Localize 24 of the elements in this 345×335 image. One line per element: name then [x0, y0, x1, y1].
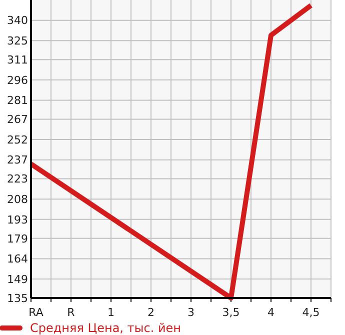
- legend-label: Средняя Цена, тыс. йен: [30, 321, 182, 335]
- x-tick-label: 4: [268, 306, 274, 319]
- y-tick-label: 296: [7, 74, 28, 87]
- x-tick-label: 4,5: [302, 306, 320, 319]
- y-tick-label: 193: [7, 213, 28, 226]
- y-tick-label: 281: [7, 94, 28, 108]
- x-tick-label: RA: [28, 306, 44, 319]
- y-tick-label: 223: [7, 172, 28, 186]
- y-tick-label: 311: [7, 53, 28, 66]
- x-tick-label: R: [67, 306, 76, 319]
- x-tick-label: 3,5: [222, 306, 240, 319]
- y-tick-label: 179: [7, 232, 28, 246]
- y-tick-label: 164: [7, 252, 28, 266]
- y-tick-label: 252: [7, 133, 28, 146]
- x-tick-label: 2: [148, 306, 154, 319]
- x-tick-label: 1: [108, 306, 114, 319]
- y-tick-label: 135: [7, 292, 28, 305]
- x-tick-label: 3: [188, 306, 194, 319]
- y-tick-label: 340: [7, 14, 28, 28]
- y-tick-label: 325: [7, 34, 28, 48]
- y-tick-label: 208: [7, 192, 28, 206]
- y-tick-label: 267: [7, 113, 28, 126]
- y-tick-label: 149: [7, 272, 28, 286]
- y-tick-label: 237: [7, 154, 28, 167]
